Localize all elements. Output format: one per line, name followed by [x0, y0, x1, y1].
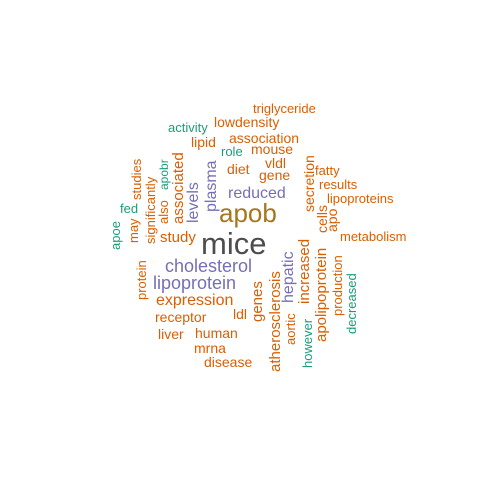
- word-apob: apob: [219, 198, 277, 228]
- word-metabolism: metabolism: [340, 229, 406, 244]
- word-increased: increased: [296, 239, 313, 304]
- word-results: results: [319, 177, 358, 192]
- word-role: role: [221, 144, 243, 159]
- word-fed: fed: [120, 201, 138, 216]
- word-cells: cells: [314, 205, 330, 233]
- word-lipoproteins: lipoproteins: [327, 191, 394, 206]
- word-reduced: reduced: [228, 185, 286, 202]
- word-plasma: plasma: [203, 160, 220, 212]
- word-significantly: significantly: [143, 176, 158, 244]
- word-protein: protein: [134, 260, 149, 300]
- word-apoe: apoe: [108, 221, 123, 250]
- word-fatty: fatty: [315, 163, 340, 178]
- word-studies: studies: [129, 158, 144, 200]
- word-activity: activity: [168, 120, 208, 135]
- word-association: association: [229, 130, 299, 146]
- word-atherosclerosis: atherosclerosis: [267, 271, 284, 372]
- word-levels: levels: [185, 182, 202, 223]
- word-mice: mice: [201, 226, 266, 261]
- word-expression: expression: [156, 292, 233, 309]
- word-associated: associated: [170, 152, 187, 224]
- word-human: human: [195, 325, 238, 341]
- word-mouse: mouse: [251, 141, 293, 157]
- word-may: may: [126, 218, 141, 243]
- word-receptor: receptor: [155, 309, 207, 325]
- word-also: also: [156, 200, 171, 224]
- word-disease: disease: [204, 354, 252, 370]
- word-apobr: apobr: [157, 159, 171, 190]
- word-gene: gene: [259, 167, 290, 183]
- word-lipid: lipid: [191, 134, 216, 150]
- word-ldl: ldl: [233, 306, 247, 322]
- word-apolipoprotein: apolipoprotein: [313, 248, 330, 342]
- word-secretion: secretion: [301, 155, 317, 212]
- word-study: study: [160, 229, 196, 246]
- word-production: production: [330, 255, 345, 316]
- word-vldl: vldl: [265, 155, 286, 171]
- word-hepatic: hepatic: [280, 251, 297, 303]
- word-aortic: aortic: [283, 313, 298, 345]
- word-cholesterol: cholesterol: [165, 256, 252, 276]
- word-however: however: [300, 318, 315, 368]
- word-apo: apo: [324, 208, 340, 232]
- word-mrna: mrna: [194, 340, 226, 356]
- word-lipoprotein: lipoprotein: [153, 273, 236, 293]
- word-liver: liver: [158, 326, 184, 342]
- word-lowdensity: lowdensity: [214, 114, 279, 130]
- word-triglyceride: triglyceride: [253, 101, 316, 116]
- word-decreased: decreased: [344, 273, 359, 334]
- word-diet: diet: [227, 161, 250, 177]
- word-genes: genes: [249, 281, 266, 322]
